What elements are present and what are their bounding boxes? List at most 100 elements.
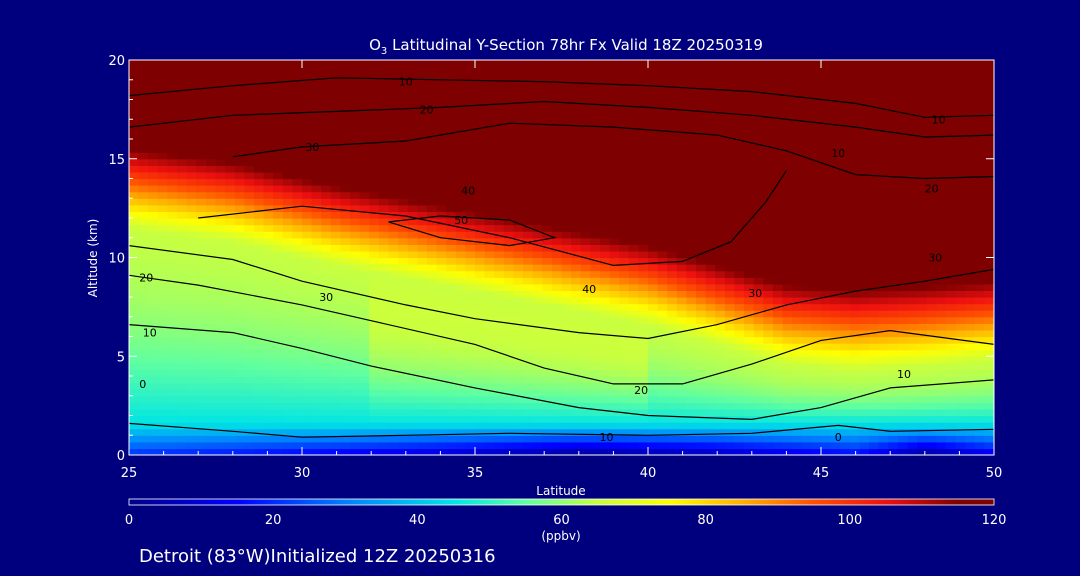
field-cell bbox=[734, 270, 745, 278]
field-cell bbox=[869, 145, 880, 153]
field-cell bbox=[157, 376, 169, 384]
field-cell bbox=[676, 382, 688, 390]
field-cell bbox=[840, 191, 851, 199]
field-cell bbox=[628, 73, 639, 81]
field-cell bbox=[763, 362, 774, 371]
field-cell bbox=[148, 139, 159, 147]
field-cell bbox=[907, 395, 918, 403]
field-cell bbox=[561, 165, 572, 173]
field-cell bbox=[503, 408, 515, 417]
field-cell bbox=[821, 323, 832, 331]
field-cell bbox=[907, 264, 918, 272]
field-cell bbox=[292, 290, 303, 298]
field-cell bbox=[763, 178, 774, 186]
field-cell bbox=[186, 125, 197, 134]
field-cell bbox=[407, 408, 418, 417]
field-cell bbox=[705, 231, 716, 239]
field-cell bbox=[657, 270, 668, 278]
field-cell bbox=[523, 402, 534, 410]
field-cell bbox=[282, 264, 293, 272]
field-cell bbox=[157, 402, 169, 410]
field-cell bbox=[388, 224, 399, 232]
field-cell bbox=[917, 303, 928, 311]
field-cell bbox=[859, 297, 870, 305]
field-cell bbox=[138, 376, 149, 384]
field-cell bbox=[638, 336, 649, 344]
field-cell bbox=[503, 250, 515, 259]
field-cell bbox=[436, 290, 447, 298]
field-cell bbox=[849, 244, 861, 252]
field-cell bbox=[907, 73, 918, 81]
field-cell bbox=[715, 244, 726, 252]
field-cell bbox=[926, 422, 937, 430]
field-cell bbox=[676, 389, 688, 397]
field-cell bbox=[561, 66, 572, 74]
field-cell bbox=[475, 376, 486, 384]
field-cell bbox=[782, 369, 793, 377]
field-cell bbox=[696, 277, 707, 285]
field-cell bbox=[878, 362, 889, 371]
field-cell bbox=[734, 329, 745, 338]
field-cell bbox=[772, 369, 784, 377]
field-cell bbox=[244, 441, 255, 450]
field-cell bbox=[302, 237, 313, 245]
field-cell bbox=[205, 125, 217, 134]
field-cell bbox=[359, 145, 370, 153]
field-cell bbox=[599, 92, 611, 101]
field-cell bbox=[801, 395, 812, 403]
field-cell bbox=[417, 277, 428, 285]
field-cell bbox=[532, 178, 543, 186]
field-cell bbox=[205, 408, 217, 417]
field-cell bbox=[321, 178, 332, 186]
field-cell bbox=[455, 92, 466, 101]
field-cell bbox=[417, 441, 428, 450]
field-cell bbox=[225, 408, 236, 417]
field-cell bbox=[455, 152, 466, 160]
field-cell bbox=[340, 257, 351, 265]
field-cell bbox=[590, 389, 601, 397]
field-cell bbox=[523, 204, 534, 213]
field-cell bbox=[792, 310, 803, 318]
field-cell bbox=[532, 99, 543, 107]
field-cell bbox=[792, 329, 803, 338]
field-cell bbox=[138, 389, 149, 397]
field-cell bbox=[542, 316, 553, 324]
field-cell bbox=[744, 395, 755, 403]
field-cell bbox=[302, 428, 313, 436]
field-cell bbox=[446, 112, 457, 120]
field-cell bbox=[282, 73, 293, 81]
field-cell bbox=[148, 60, 159, 68]
field-cell bbox=[417, 402, 428, 410]
field-cell bbox=[705, 99, 716, 107]
field-cell bbox=[426, 336, 438, 344]
field-cell bbox=[561, 73, 572, 81]
field-cell bbox=[503, 211, 515, 219]
field-cell bbox=[619, 250, 630, 259]
field-cell bbox=[330, 244, 342, 252]
field-cell bbox=[455, 283, 466, 292]
field-cell bbox=[129, 125, 140, 134]
field-cell bbox=[619, 178, 630, 186]
field-cell bbox=[513, 382, 524, 390]
field-cell bbox=[311, 231, 322, 239]
field-cell bbox=[426, 415, 438, 423]
field-cell bbox=[138, 218, 149, 226]
field-cell bbox=[340, 112, 351, 120]
field-cell bbox=[744, 389, 755, 397]
field-cell bbox=[811, 376, 822, 384]
field-cell bbox=[263, 323, 274, 331]
field-cell bbox=[580, 422, 591, 430]
field-cell bbox=[167, 422, 178, 430]
field-cell bbox=[215, 92, 226, 101]
field-cell bbox=[753, 336, 764, 344]
field-cell bbox=[897, 303, 909, 311]
field-cell bbox=[273, 139, 284, 147]
field-cell bbox=[244, 362, 255, 371]
field-cell bbox=[455, 448, 466, 455]
field-cell bbox=[359, 99, 370, 107]
field-cell bbox=[369, 92, 380, 101]
field-cell bbox=[619, 165, 630, 173]
field-cell bbox=[205, 185, 217, 193]
field-cell bbox=[878, 441, 889, 450]
field-cell bbox=[196, 316, 207, 324]
